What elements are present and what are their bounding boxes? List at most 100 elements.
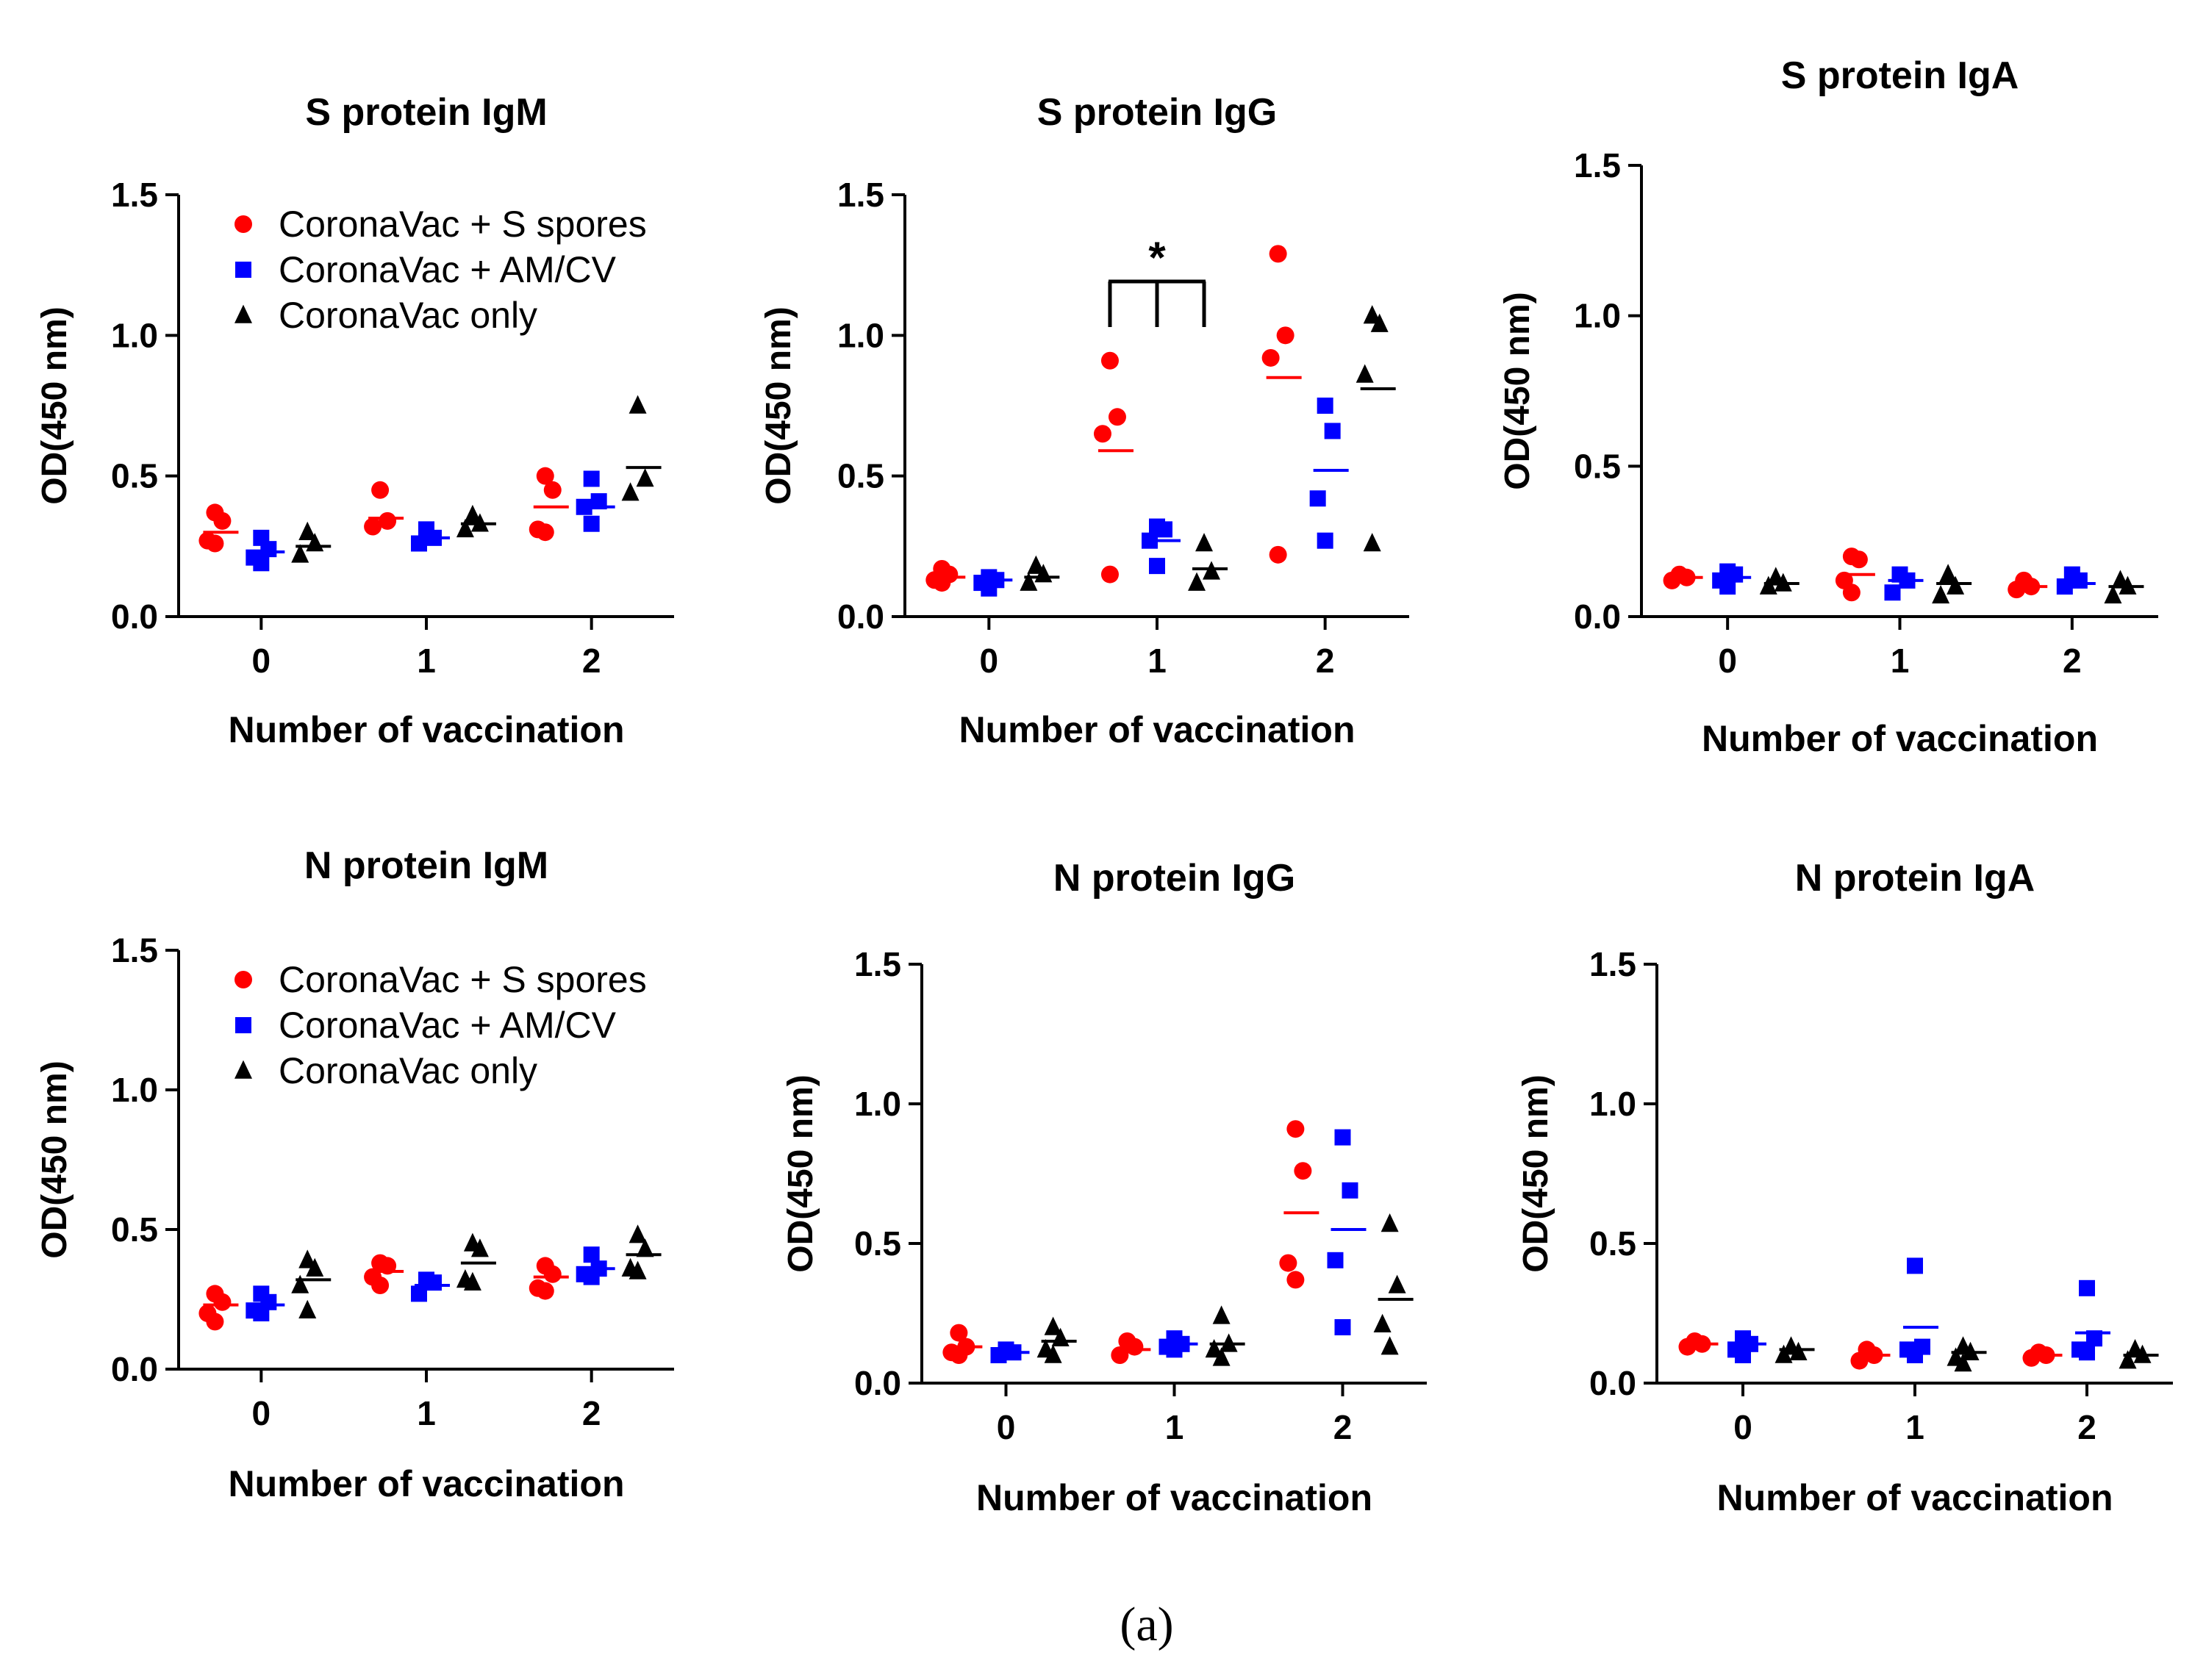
data-point (1044, 1344, 1062, 1363)
series-group (1036, 1213, 1414, 1366)
data-point (1849, 550, 1868, 569)
y-tick-label: 0.5 (111, 457, 158, 495)
y-tick-label: 0.0 (111, 1350, 158, 1388)
data-point (1370, 313, 1389, 332)
data-point (1719, 578, 1736, 595)
data-point (1363, 533, 1381, 552)
y-tick-label: 1.0 (111, 316, 158, 354)
x-axis-label: Number of vaccination (1702, 718, 2098, 759)
data-point (1100, 351, 1119, 370)
x-tick-label: 1 (417, 1394, 436, 1432)
data-point (298, 1299, 317, 1318)
data-point (1932, 584, 1950, 604)
series-group (198, 1254, 569, 1331)
data-point (456, 518, 474, 538)
data-point (583, 1246, 600, 1263)
data-point (364, 517, 382, 536)
data-point (1907, 1347, 1923, 1363)
data-point (1309, 490, 1326, 507)
data-point (1678, 1338, 1697, 1356)
data-point (990, 1347, 1007, 1363)
data-point (298, 521, 317, 540)
series-group (198, 467, 569, 553)
data-point (536, 523, 554, 542)
data-point (629, 1260, 647, 1279)
x-tick-label: 0 (1718, 642, 1737, 680)
data-point (1261, 348, 1280, 367)
data-point (1294, 1162, 1312, 1180)
data-point (1203, 561, 1221, 580)
data-point (291, 1274, 309, 1293)
x-tick-label: 2 (2063, 642, 2082, 680)
data-point (1334, 1319, 1351, 1335)
data-point (1884, 584, 1901, 601)
data-point (371, 481, 390, 499)
data-point (1276, 326, 1294, 345)
x-axis-label: Number of vaccination (1717, 1477, 2113, 1518)
series-group (973, 398, 1349, 597)
data-point (1108, 408, 1126, 426)
data-point (1269, 245, 1287, 263)
data-point (1156, 521, 1172, 538)
y-tick-label: 0.0 (837, 597, 884, 636)
y-tick-label: 1.5 (111, 931, 158, 969)
data-point (1212, 1347, 1231, 1366)
data-point (2119, 1350, 2137, 1369)
data-point (1317, 532, 1333, 549)
data-point (1907, 1257, 1923, 1274)
data-point (2056, 578, 2073, 595)
y-axis-label: OD(450 nm) (35, 306, 74, 504)
y-tick-label: 1.0 (854, 1085, 901, 1123)
y-tick-label: 1.0 (111, 1071, 158, 1109)
chart-title: S protein IgM (305, 91, 547, 134)
data-point (1663, 571, 1681, 589)
x-tick-label: 1 (1165, 1408, 1184, 1446)
data-point (1100, 565, 1119, 584)
data-point (1286, 1271, 1305, 1289)
data-point (463, 1271, 481, 1290)
data-point (1363, 305, 1381, 324)
data-point (470, 1238, 489, 1257)
data-point (291, 544, 309, 563)
x-axis-label: Number of vaccination (959, 709, 1356, 750)
data-point (411, 1285, 427, 1302)
data-point (536, 467, 554, 485)
data-point (1373, 1313, 1392, 1332)
chart-panel: S protein IgG 0.0 0.5 1.0 1.5 0 1 2 Number of va… (759, 91, 1409, 750)
chart-title: S protein IgG (1037, 91, 1277, 134)
data-point (1317, 398, 1333, 414)
data-point (1947, 575, 1965, 595)
data-point (1380, 1336, 1399, 1355)
data-point (1356, 364, 1374, 383)
series-group (291, 395, 662, 563)
data-point (371, 1277, 390, 1294)
data-point (1044, 1316, 1062, 1335)
legend-label: CoronaVac + AM/CV (279, 1005, 617, 1046)
data-point (2008, 581, 2026, 599)
x-axis-label: Number of vaccination (229, 709, 625, 750)
data-point (1166, 1341, 1183, 1358)
y-axis-label: OD(450 nm) (1498, 292, 1537, 489)
data-point (536, 1282, 554, 1300)
legend-label: CoronaVac + S spores (279, 959, 647, 1000)
series-group (1020, 305, 1396, 591)
y-tick-label: 1.0 (837, 316, 884, 354)
data-point (1939, 564, 1958, 583)
data-point (213, 511, 232, 530)
legend-marker (234, 971, 252, 988)
y-tick-label: 0.0 (1589, 1364, 1636, 1402)
y-tick-label: 1.0 (1589, 1085, 1636, 1123)
chart-panel: S protein IgA 0.0 0.5 1.0 1.5 0 1 2 Number of va… (1498, 54, 2158, 759)
significance-bracket: * (1108, 233, 1206, 327)
data-point (206, 534, 224, 553)
series-group (925, 245, 1302, 592)
y-axis-label: OD(450 nm) (781, 1074, 820, 1272)
series-group (1712, 563, 2096, 601)
data-point (1342, 1182, 1358, 1199)
series-group (1663, 548, 2048, 602)
x-tick-label: 0 (252, 1394, 271, 1432)
data-point (636, 1238, 654, 1257)
data-point (2079, 1279, 2095, 1296)
data-point (629, 1224, 647, 1243)
